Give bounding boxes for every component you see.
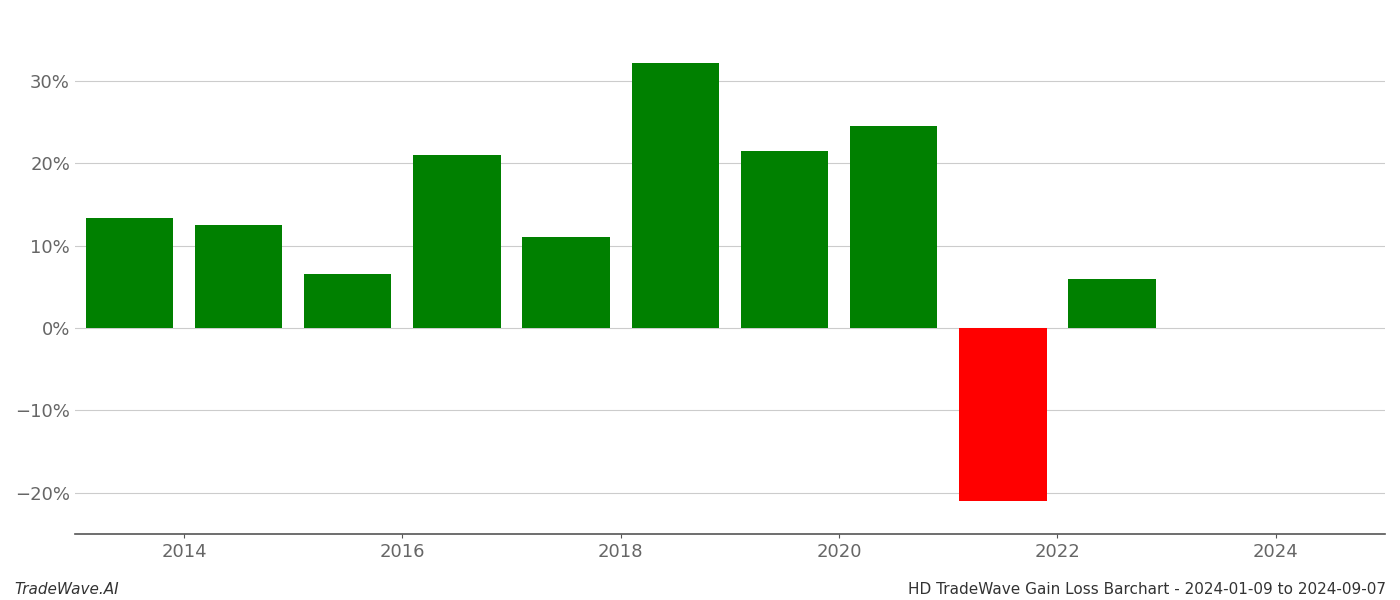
- Bar: [850, 126, 938, 328]
- Text: HD TradeWave Gain Loss Barchart - 2024-01-09 to 2024-09-07: HD TradeWave Gain Loss Barchart - 2024-0…: [909, 582, 1386, 597]
- Bar: [522, 238, 610, 328]
- Bar: [85, 218, 174, 328]
- Bar: [631, 63, 720, 328]
- Bar: [304, 274, 392, 328]
- Bar: [959, 328, 1047, 501]
- Bar: [1068, 278, 1156, 328]
- Bar: [741, 151, 829, 328]
- Text: TradeWave.AI: TradeWave.AI: [14, 582, 119, 597]
- Bar: [195, 225, 283, 328]
- Bar: [413, 155, 501, 328]
